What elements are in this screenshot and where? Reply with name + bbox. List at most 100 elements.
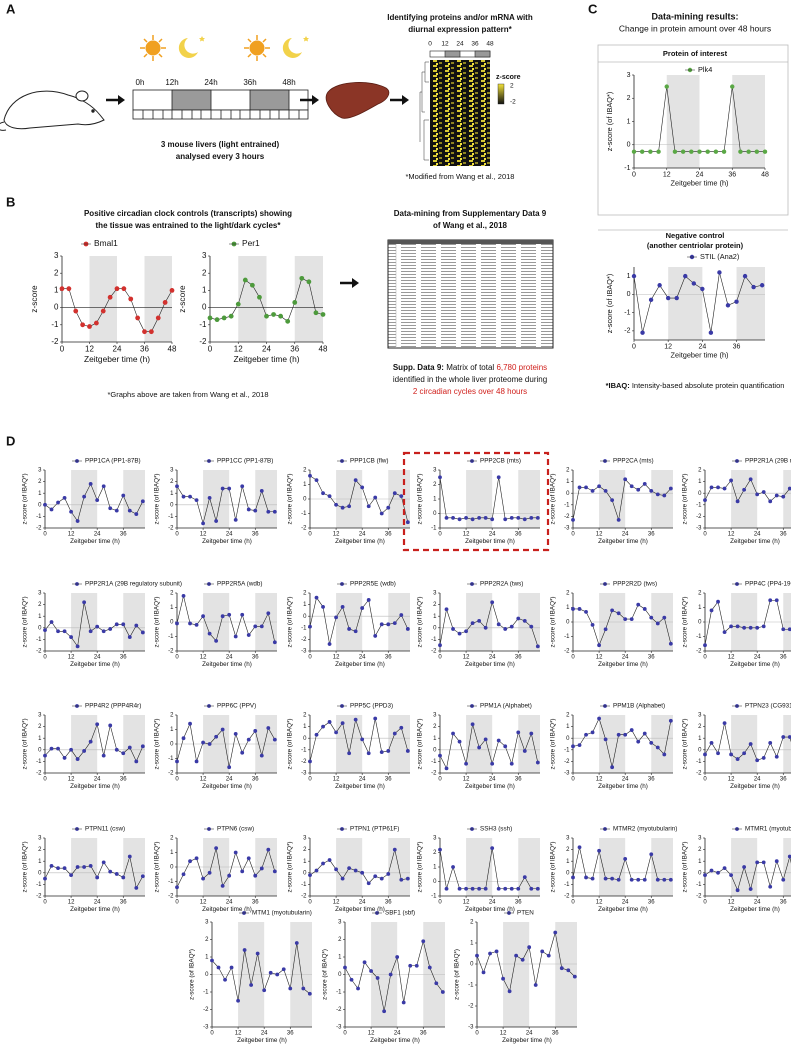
data-point [553,930,558,935]
time-label: 36h [243,78,256,87]
x-tick-label: 48 [319,345,328,354]
data-point [253,624,258,629]
data-point [62,629,67,634]
y-tick-label: -3 [564,526,570,532]
data-point [207,631,212,636]
night-shade [503,922,530,1027]
x-axis-label: Zeitgeber time (h) [233,354,299,364]
night-shade [651,715,673,773]
y-tick-label: -2 [431,771,437,777]
x-axis-label: Zeitgeber time (h) [335,906,385,913]
x-tick-label: 0 [43,899,47,905]
x-tick-label: 12 [333,899,340,905]
data-point [514,953,519,958]
y-axis-label: z-score (of IBAQ*) [416,718,423,769]
legend-label: PPP2R1A (29B regulatory subunit) [745,458,791,465]
title: Identifying proteins and/or mRNA with [387,13,533,22]
data-point [321,861,325,866]
night-shade [144,256,172,342]
y-tick-label: -2 [168,649,174,655]
y-axis-label: z-score (of IBAQ*) [188,949,195,1000]
data-point [375,976,380,980]
x-tick-label: 0 [208,345,213,354]
data-point [662,493,667,498]
data-point [610,608,615,613]
data-point [75,865,80,869]
y-tick-label: 2 [338,937,342,943]
data-point [742,487,747,492]
y-tick-label: -3 [468,1025,474,1031]
liver [325,82,390,119]
data-point [722,866,727,871]
x-tick-label: 24 [226,899,233,905]
x-tick-label: 0 [571,654,575,660]
data-point [373,874,378,879]
x-tick-label: 24 [94,776,101,782]
data-point [43,502,47,507]
data-point [334,867,338,872]
x-tick-label: 0 [308,654,312,660]
x-axis-label: Zeitgeber time (h) [465,906,515,913]
data-point [114,286,120,292]
data-point [373,716,378,721]
data-point [56,500,60,505]
heatmap-tick: 36 [471,41,479,48]
x-tick-label: 36 [385,531,392,537]
data-point [451,731,455,736]
data-point [114,508,119,513]
data-point [249,282,255,288]
data-point [623,732,628,737]
y-tick-label: 2 [170,591,174,597]
data-point [69,635,73,639]
y-tick-label: -2 [36,649,42,655]
night-shade [783,470,791,528]
legend-label: MTMR2 (myotubularin) [613,826,677,833]
x-tick-label: 12 [234,345,243,354]
data-point [768,884,773,889]
x-tick-label: 12 [728,899,735,905]
night-shade [736,267,765,340]
data-point [240,612,245,617]
y-tick-label: -1 [168,879,174,885]
y-axis-label: z-score [177,285,187,313]
legend-label: PTPN23 (CG9311/Mop) [745,703,791,710]
data-point [730,84,735,89]
y-tick-label: -2 [199,337,207,346]
y-tick-label: 2 [627,95,631,102]
heatmap-tick: 12 [441,41,449,48]
night-shade [388,593,410,651]
x-tick-label: 24 [754,899,761,905]
series-line [176,848,276,888]
y-tick-label: 2 [303,847,307,853]
y-tick-label: 2 [303,468,307,474]
data-point [249,983,254,987]
data-point [121,751,126,756]
data-point [464,629,468,634]
y-tick-label: 1 [433,865,437,871]
y-tick-label: 0 [54,303,59,312]
data-point [175,885,179,890]
footnote: *Modified from Wang et al., 2018 [406,172,515,181]
legend-label: STIL (Ana2) [700,252,739,261]
data-point [623,856,628,861]
data-point [597,848,601,853]
y-tick-label: -2 [168,894,174,900]
night-shade [666,75,700,168]
y-axis-label: z-score (of IBAQ*) [681,841,688,892]
data-point [464,761,468,766]
data-point [349,977,354,982]
data-point [82,600,87,605]
x-tick-label: 12 [333,776,340,782]
x-tick-label: 12 [333,531,340,537]
y-tick-label: -1 [168,756,174,762]
night-shade [555,922,577,1027]
y-tick-label: -2 [203,1007,209,1013]
caption-segment: Intensity-based absolute protein quantif… [630,381,785,390]
y-tick-label: -2 [564,514,570,520]
y-tick-label: -3 [696,526,702,532]
y-tick-label: 3 [698,713,702,719]
data-point [227,612,232,617]
data-point [246,737,251,742]
y-tick-label: 0 [303,736,307,742]
y-tick-label: -3 [301,771,307,777]
